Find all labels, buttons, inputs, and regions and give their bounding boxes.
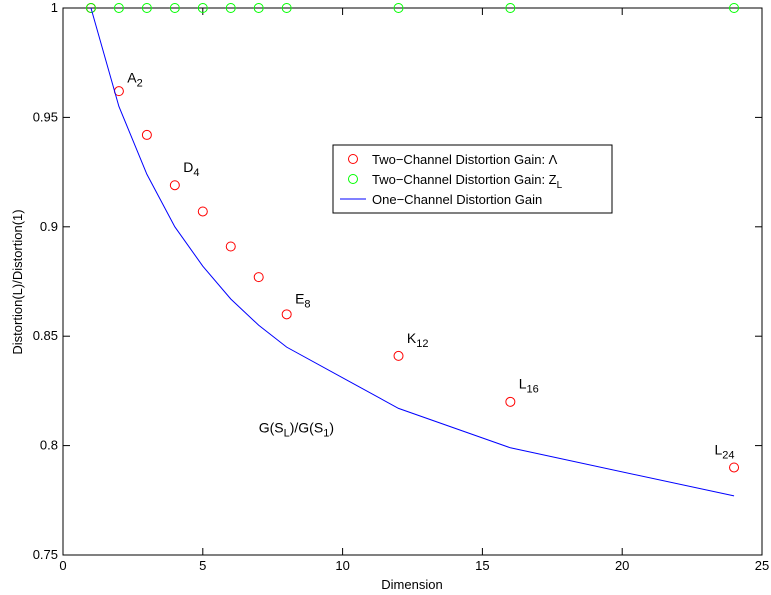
data-point-series-2 <box>169 3 180 13</box>
y-tick-label: 0.8 <box>40 438 58 453</box>
x-tick-label: 20 <box>615 558 629 573</box>
legend-label: Two−Channel Distortion Gain: Λ <box>372 152 558 167</box>
legend-box <box>332 144 613 214</box>
data-point-series-1 <box>393 350 404 361</box>
y-axis-label: Distortion(L)/Distortion(1) <box>10 209 25 354</box>
data-point-series-1 <box>729 462 740 473</box>
annotation-label: A2 <box>127 69 142 89</box>
legend-marker-swatch <box>348 154 358 164</box>
x-tick-label: 0 <box>59 558 66 573</box>
data-point-series-2 <box>85 3 96 13</box>
x-axis-label: Dimension <box>381 577 442 592</box>
data-point-series-1 <box>505 396 516 407</box>
series-line-one-channel <box>90 7 735 497</box>
plot-area <box>62 7 763 556</box>
x-tick-label: 25 <box>755 558 769 573</box>
data-point-series-2 <box>729 3 740 13</box>
annotation-layer: A2 D4 E8 K12 L16 L24 G(SL)/G(S1) <box>127 69 734 461</box>
data-point-series-2 <box>197 3 208 13</box>
legend-label: Two−Channel Distortion Gain: ZL <box>372 172 563 191</box>
annotation-label: L16 <box>519 376 539 396</box>
y-tick-label: 0.9 <box>40 219 58 234</box>
y-tick-label: 0.85 <box>33 328 58 343</box>
series-layer <box>85 3 740 497</box>
annotation-label: E8 <box>295 290 310 310</box>
x-tick-label: 10 <box>335 558 349 573</box>
x-tick-label: 5 <box>199 558 206 573</box>
legend: Two−Channel Distortion Gain: Λ Two−Channe… <box>332 144 613 214</box>
annotation-label: L24 <box>714 441 734 461</box>
data-point-series-2 <box>281 3 292 13</box>
data-point-series-2 <box>225 3 236 13</box>
data-point-series-1 <box>281 309 292 320</box>
annotation-label: G(SL)/G(S1) <box>259 419 334 439</box>
data-point-series-2 <box>393 3 404 13</box>
y-tick-label: 0.95 <box>33 109 58 124</box>
annotation-label: D4 <box>183 159 199 179</box>
legend-marker-swatch <box>348 174 358 184</box>
data-point-series-2 <box>253 3 264 13</box>
data-point-series-1 <box>141 129 152 140</box>
y-tick-label: 1 <box>51 0 58 15</box>
data-point-series-1 <box>169 180 180 191</box>
y-tick-label: 0.75 <box>33 547 58 562</box>
axis-ticks: 0 5 10 15 20 25 0.75 0.8 0.85 0.9 0.95 1 <box>33 0 770 573</box>
data-point-series-1 <box>253 272 264 283</box>
legend-label: One−Channel Distortion Gain <box>372 192 542 207</box>
data-point-series-2 <box>113 3 124 13</box>
data-point-series-2 <box>505 3 516 13</box>
data-point-series-1 <box>225 241 236 252</box>
data-point-series-1 <box>197 206 208 217</box>
annotation-label: K12 <box>407 330 429 350</box>
x-tick-label: 15 <box>475 558 489 573</box>
data-point-series-2 <box>141 3 152 13</box>
